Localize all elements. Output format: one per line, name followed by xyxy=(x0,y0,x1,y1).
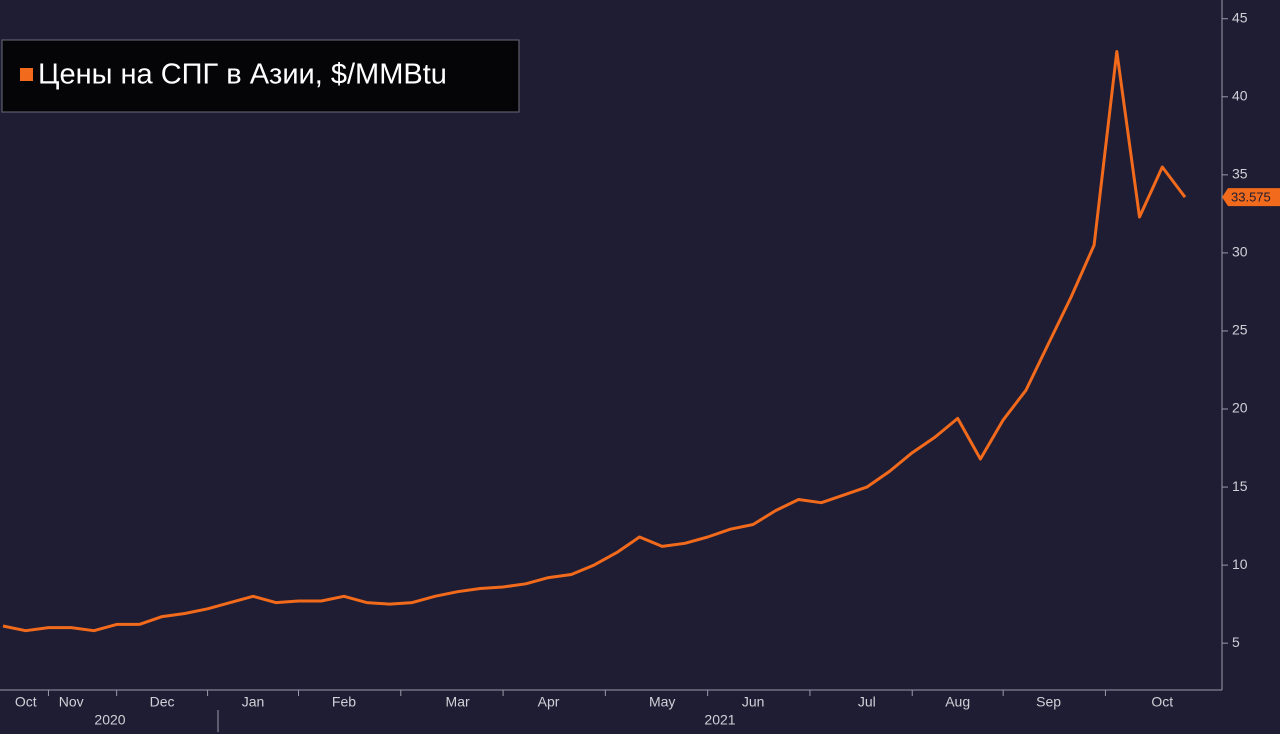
last-value-tag xyxy=(1222,188,1280,207)
legend-box xyxy=(1,39,520,113)
y-tick-label: 5 xyxy=(1232,634,1240,650)
year-label: 2021 xyxy=(704,712,735,728)
y-tick-label: 40 xyxy=(1232,87,1248,103)
legend-label: Цены на СПГ в Азии, $/MMBtu xyxy=(38,59,447,91)
y-tick-label: 10 xyxy=(1232,556,1248,572)
y-tick-label: 35 xyxy=(1232,166,1248,182)
x-tick-label: Jun xyxy=(742,694,765,710)
y-tick-label: 20 xyxy=(1232,400,1248,416)
year-label: 2020 xyxy=(94,712,125,728)
x-tick-label: Mar xyxy=(446,694,470,710)
x-tick-label: Dec xyxy=(150,694,175,710)
x-tick-label: Aug xyxy=(945,694,970,710)
y-tick-label: 15 xyxy=(1232,478,1248,494)
x-tick-label: Jul xyxy=(858,694,876,710)
legend: Цены на СПГ в Азии, $/MMBtu xyxy=(1,39,520,113)
y-tick-label: 45 xyxy=(1232,9,1248,25)
x-tick-label: Oct xyxy=(1151,694,1173,710)
x-tick-label: Feb xyxy=(332,694,356,710)
y-tick-label: 25 xyxy=(1232,322,1248,338)
x-tick-label: Apr xyxy=(538,694,560,710)
series-line xyxy=(2,50,1187,633)
x-tick-label: May xyxy=(649,694,675,710)
x-tick-label: Nov xyxy=(59,694,84,710)
last-value-label: 33.575 xyxy=(1231,190,1271,205)
x-tick-label: Sep xyxy=(1036,694,1061,710)
legend-swatch xyxy=(20,68,33,81)
y-tick-label: 30 xyxy=(1232,244,1248,260)
x-tick-label: Oct xyxy=(15,694,37,710)
x-tick-label: Jan xyxy=(242,694,265,710)
